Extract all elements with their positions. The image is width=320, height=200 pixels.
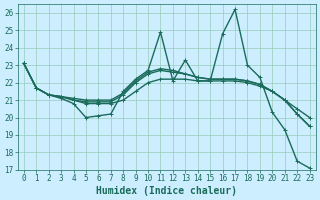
X-axis label: Humidex (Indice chaleur): Humidex (Indice chaleur) bbox=[96, 186, 237, 196]
